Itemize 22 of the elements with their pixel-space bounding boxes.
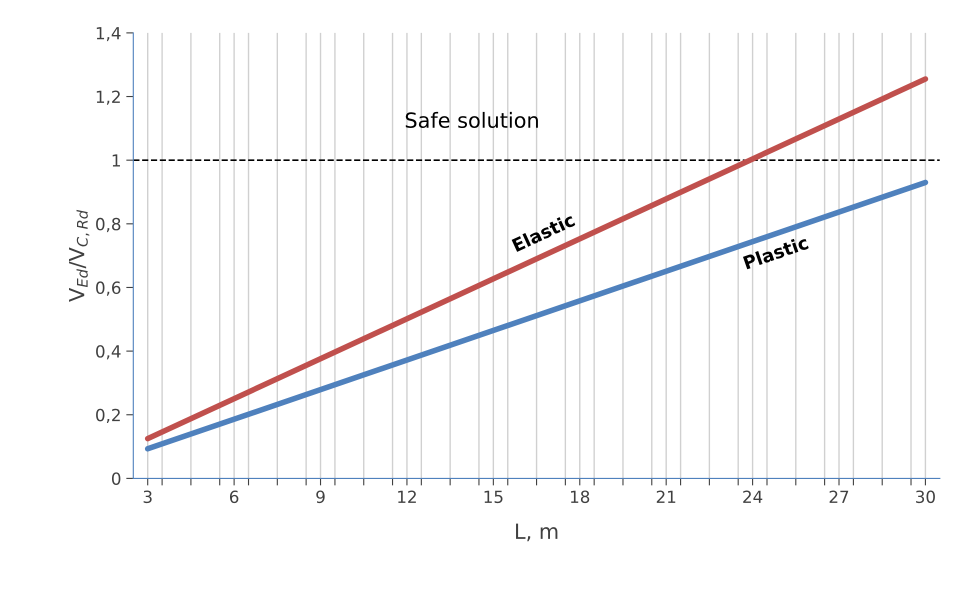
- x-tick-label: 24: [743, 490, 762, 503]
- x-tick-label: 30: [916, 490, 935, 504]
- x-tick-label: 18: [570, 490, 590, 504]
- annotation: Safe solution: [406, 112, 538, 128]
- y-tick-label: 0,8: [96, 218, 120, 232]
- x-axis-title: L, m: [516, 524, 558, 542]
- x-tick-label: 6: [230, 490, 238, 504]
- y-axis-title: V$_{Ed}$/V$_{C,Rd}$: [69, 210, 90, 302]
- x-tick-label: 9: [316, 490, 325, 504]
- x-tick-label: 3: [144, 490, 152, 504]
- x-tick-label: 15: [484, 490, 502, 504]
- y-tick-label: 0,4: [96, 345, 121, 360]
- y-tick-label: 0: [112, 472, 120, 485]
- y-tick-label: 1,2: [96, 90, 120, 105]
- x-tick-label: 12: [398, 490, 416, 503]
- y-tick-label: 1: [112, 154, 120, 167]
- y-tick-label: 1,4: [96, 27, 121, 42]
- x-tick-label: 21: [656, 490, 676, 503]
- y-tick-label: 0,6: [96, 281, 120, 296]
- x-tick-label: 27: [830, 490, 848, 503]
- y-tick-label: 0,2: [96, 408, 120, 424]
- text: Plastic: [742, 235, 809, 270]
